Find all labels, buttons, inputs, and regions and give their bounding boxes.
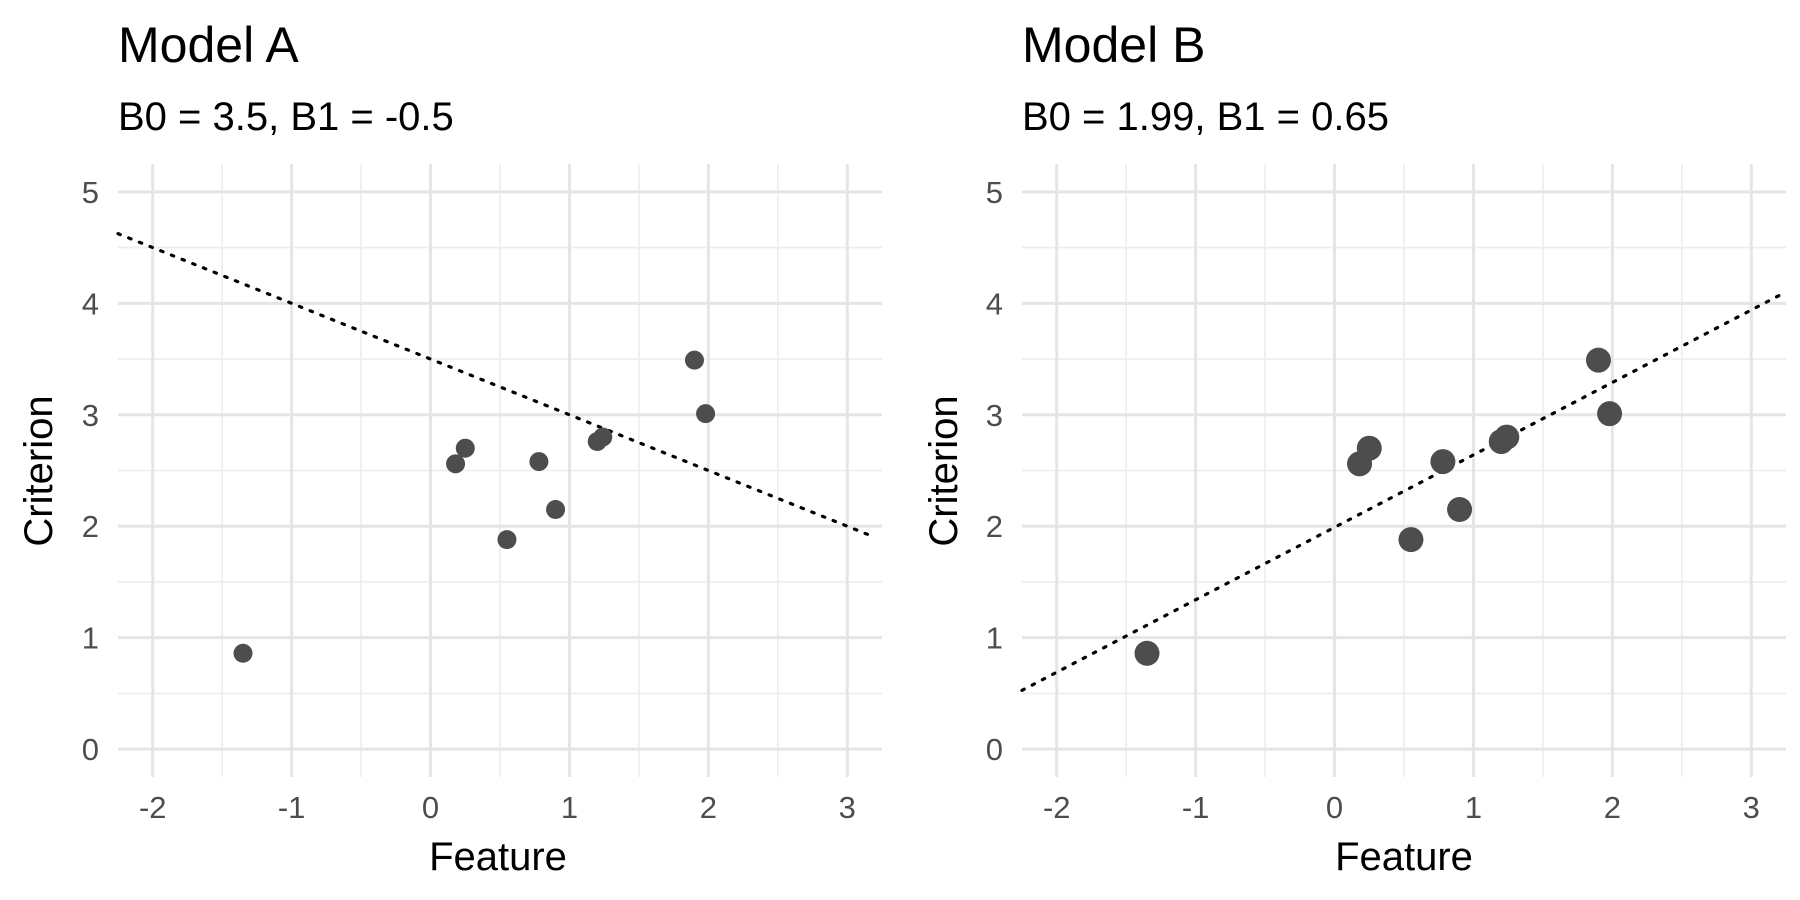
x-tick-label: 0 (422, 790, 439, 825)
data-point (546, 500, 566, 520)
data-point (593, 427, 613, 447)
x-axis-title: Feature (429, 835, 567, 879)
data-point (497, 530, 517, 550)
data-point (1356, 435, 1382, 461)
data-point (696, 404, 716, 424)
y-tick-label: 3 (82, 398, 99, 433)
gridlines (1022, 164, 1786, 777)
data-point (233, 643, 253, 663)
data-point (446, 454, 466, 474)
x-tick-label: 1 (561, 790, 578, 825)
panel-model-a: Model A B0 = 3.5, B1 = -0.5 -2 -1 0 1 2 3 0 1 2 3… (17, 17, 882, 879)
y-tick-label: 0 (986, 732, 1003, 767)
panel-subtitle: B0 = 3.5, B1 = -0.5 (118, 95, 454, 139)
panel-title: Model A (118, 17, 299, 73)
tick-labels: -2 -1 0 1 2 3 0 1 2 3 4 5 (82, 175, 856, 825)
y-axis-title: Criterion (17, 395, 61, 546)
data-point (1585, 347, 1611, 373)
x-axis-title: Feature (1335, 835, 1473, 879)
y-tick-label: 5 (986, 175, 1003, 210)
tick-labels: -2 -1 0 1 2 3 0 1 2 3 4 5 (986, 175, 1760, 825)
points-layer (1134, 347, 1623, 666)
points-layer (233, 350, 716, 663)
data-point (1447, 497, 1473, 523)
data-point (1430, 449, 1456, 475)
y-tick-label: 5 (82, 175, 99, 210)
x-tick-label: -2 (1043, 790, 1071, 825)
panel-model-b: Model B B0 = 1.99, B1 = 0.65 -2 -1 0 1 2 3 0 1 2… (922, 17, 1788, 879)
x-tick-label: 2 (1604, 790, 1621, 825)
panel-title: Model B (1022, 17, 1205, 73)
x-tick-label: 0 (1326, 790, 1343, 825)
y-axis-title: Criterion (922, 395, 966, 546)
y-tick-label: 1 (986, 621, 1003, 656)
data-point (529, 452, 549, 472)
y-tick-label: 4 (986, 286, 1003, 321)
x-tick-label: -1 (278, 790, 306, 825)
fit-line (116, 232, 877, 539)
y-tick-label: 2 (986, 509, 1003, 544)
x-tick-label: 3 (839, 790, 856, 825)
y-tick-label: 0 (82, 732, 99, 767)
x-tick-label: -1 (1182, 790, 1210, 825)
fit-line-layer (116, 232, 877, 539)
data-point (455, 438, 475, 458)
y-tick-label: 4 (82, 286, 99, 321)
gridlines (118, 164, 882, 777)
y-tick-label: 2 (82, 509, 99, 544)
data-point (1398, 527, 1424, 553)
y-tick-label: 1 (82, 621, 99, 656)
x-tick-label: 3 (1743, 790, 1760, 825)
data-point (1494, 424, 1520, 450)
data-point (1597, 401, 1623, 427)
data-point (1134, 640, 1160, 666)
panel-subtitle: B0 = 1.99, B1 = 0.65 (1022, 95, 1389, 139)
x-tick-label: 2 (700, 790, 717, 825)
data-point (684, 350, 704, 370)
x-tick-label: 1 (1465, 790, 1482, 825)
x-tick-label: -2 (139, 790, 167, 825)
y-tick-label: 3 (986, 398, 1003, 433)
